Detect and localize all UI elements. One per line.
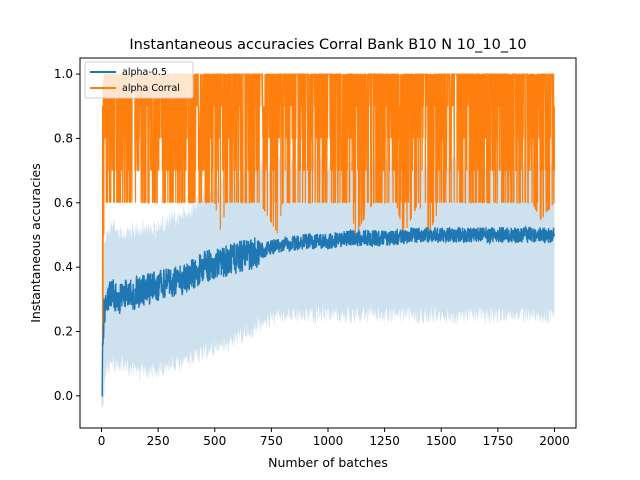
y-tick-label: 0.0 [54,389,73,403]
y-tick-label: 0.4 [54,260,73,274]
chart-title: Instantaneous accuracies Corral Bank B10… [129,37,526,53]
alpha-0.5-band-area [101,154,555,409]
x-tick-label: 2000 [539,434,570,448]
legend: alpha-0.5 alpha Corral [84,61,194,99]
legend-label-alpha-corral: alpha Corral [122,83,180,94]
x-axis-ticks: 0 250 500 750 1000 1250 1500 1750 2000 [98,428,570,448]
x-tick-label: 500 [203,434,226,448]
x-tick-label: 1250 [369,434,400,448]
alpha-corral-series [101,73,556,397]
y-axis-label: Instantaneous accuracies [28,163,43,323]
y-tick-label: 1.0 [54,67,73,81]
alpha-0.5-line [101,224,556,397]
x-tick-label: 1750 [483,434,514,448]
x-tick-label: 1500 [426,434,457,448]
x-tick-label: 0 [98,434,106,448]
y-axis-ticks: 0.0 0.2 0.4 0.6 0.8 1.0 [54,67,80,403]
y-tick-label: 0.2 [54,324,73,338]
plot-area [101,73,556,409]
x-tick-label: 750 [260,434,283,448]
x-axis-label: Number of batches [268,455,388,470]
x-tick-label: 1000 [313,434,344,448]
alpha-0.5-series [101,224,556,397]
y-tick-label: 0.6 [54,196,73,210]
alpha-corral-line [101,73,556,397]
x-tick-label: 250 [147,434,170,448]
y-tick-label: 0.8 [54,131,73,145]
legend-label-alpha-0.5: alpha-0.5 [122,67,167,78]
alpha-0.5-band [101,154,555,409]
